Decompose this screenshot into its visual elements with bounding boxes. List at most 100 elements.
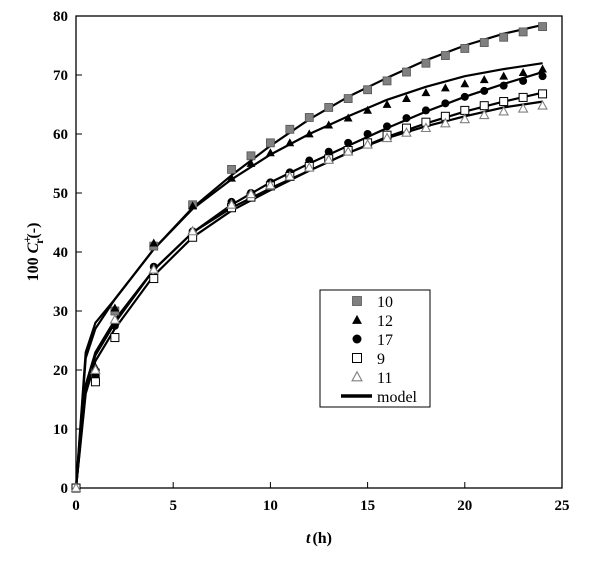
y-tick-label: 10 (53, 422, 68, 438)
y-axis-label: 100 C+r(-) (20, 223, 46, 282)
data-point (479, 75, 489, 84)
data-point (188, 201, 198, 210)
data-point (90, 377, 100, 387)
data-point (342, 145, 354, 156)
legend-model-label: model (377, 389, 418, 406)
data-point (402, 67, 411, 77)
y-axis-label-suffix: (-) (25, 223, 42, 239)
model-layer (74, 23, 543, 489)
data-point (499, 71, 509, 80)
data-point (517, 102, 529, 113)
model-curve-9 (74, 91, 543, 489)
data-point (110, 333, 120, 343)
data-point (245, 188, 257, 199)
x-tick-label: 20 (457, 498, 472, 514)
y-tick-label: 40 (53, 245, 68, 261)
x-axis-label: t (h) (306, 530, 332, 547)
data-point (537, 99, 548, 110)
data-point (402, 94, 411, 102)
x-tick-label: 15 (360, 498, 375, 514)
x-tick-label: 5 (169, 498, 177, 514)
data-point (538, 64, 547, 73)
data-point (90, 364, 101, 374)
data-point (343, 113, 353, 122)
x-tick-label: 0 (72, 498, 80, 514)
y-axis-label-var: C (25, 242, 42, 253)
ticks-layer: 0 5 10 15 20 25 0 10 20 30 40 50 60 70 80 (53, 9, 570, 514)
data-point (343, 94, 353, 103)
data-point (304, 129, 314, 138)
data-point (478, 109, 490, 120)
data-point (323, 154, 335, 164)
data-point (498, 105, 510, 116)
legend: 10 12 17 9 11 model (319, 289, 431, 408)
y-axis-label-sub: r (32, 238, 46, 244)
legend-label-17: 17 (377, 332, 393, 349)
data-point (518, 27, 528, 37)
data-point (324, 120, 334, 129)
data-point (421, 88, 431, 97)
data-point (246, 158, 256, 167)
x-axis-label-unit: (h) (312, 530, 332, 547)
data-point (381, 132, 393, 143)
data-point (227, 164, 236, 174)
data-point (304, 113, 314, 122)
legend-label-10: 10 (377, 294, 393, 311)
data-point (246, 151, 256, 161)
data-point (499, 97, 509, 107)
x-tick-label: 10 (263, 498, 278, 514)
data-point (265, 138, 275, 148)
y-tick-label: 30 (53, 304, 68, 320)
y-tick-label: 50 (53, 186, 68, 202)
data-point (440, 83, 450, 92)
data-point (382, 99, 392, 108)
legend-marker-12 (352, 314, 362, 324)
data-point (538, 22, 547, 32)
data-point (324, 147, 333, 156)
data-point (285, 124, 295, 134)
y-tick-label: 60 (53, 127, 68, 143)
legend-label-11: 11 (377, 370, 392, 387)
data-point (344, 138, 353, 147)
data-point (149, 238, 159, 247)
legend-marker-11 (351, 370, 363, 382)
data-point (518, 68, 528, 77)
data-point (420, 122, 432, 133)
data-point (440, 117, 451, 128)
data-point (460, 105, 470, 115)
data-point (460, 79, 470, 88)
data-point (402, 114, 411, 123)
legend-marker-10 (352, 296, 362, 306)
legend-label-9: 9 (377, 351, 385, 368)
data-point (363, 105, 372, 114)
plot-frame (75, 15, 563, 489)
data-point (518, 92, 528, 102)
data-point (266, 148, 275, 157)
data-point (382, 76, 392, 86)
data-point (421, 106, 430, 115)
legend-marker-9 (352, 353, 362, 363)
data-point (480, 86, 489, 95)
data-point (499, 32, 509, 42)
data-point (149, 274, 159, 284)
data-point (362, 138, 373, 149)
data-point (459, 113, 471, 124)
legend-label-12: 12 (377, 313, 393, 330)
data-point (383, 122, 392, 131)
data-point (460, 44, 470, 53)
legend-box (319, 289, 431, 408)
data-point (499, 81, 508, 90)
series-12 (71, 64, 547, 492)
y-axis-label-prefix: 100 (25, 253, 42, 281)
data-point (148, 263, 160, 274)
data-point (401, 127, 412, 137)
series-11 (70, 99, 548, 492)
data-point (538, 89, 548, 99)
data-point (187, 225, 198, 236)
y-tick-label: 70 (53, 68, 68, 84)
data-point (227, 173, 236, 182)
data-point (284, 170, 296, 181)
data-point (324, 103, 334, 112)
